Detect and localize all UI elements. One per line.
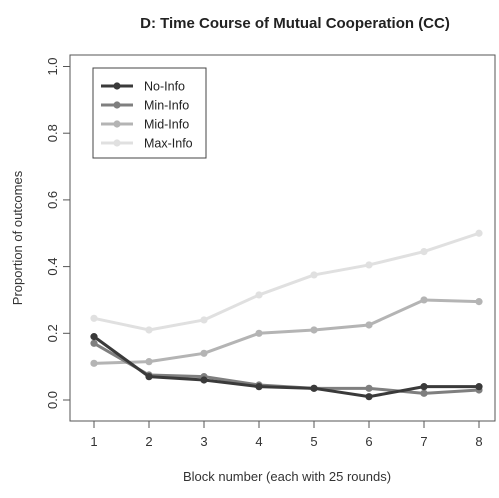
series-line-max-info — [93, 231, 480, 332]
x-tick-label: 3 — [200, 434, 207, 449]
x-tick-label: 1 — [90, 434, 97, 449]
data-point-mid-info — [310, 326, 318, 334]
series-layer — [90, 229, 483, 401]
data-point-min-info — [420, 389, 428, 397]
y-axis: 0.0 0.2 0.4 0.6 0.8 1.0 — [45, 57, 71, 409]
legend-label-max-info: Max-Info — [144, 137, 193, 151]
x-axis-label: Block number (each with 25 rounds) — [183, 469, 391, 484]
series-line-no-info — [93, 335, 479, 399]
legend-label-min-info: Min-Info — [144, 99, 189, 113]
data-point-mid-info — [255, 329, 263, 337]
data-point-max-info — [365, 261, 373, 269]
data-point-max-info — [420, 247, 428, 256]
x-tick-label: 5 — [310, 434, 317, 449]
x-tick-label: 2 — [145, 434, 152, 449]
series-line-mid-info — [93, 298, 480, 365]
legend-marker-min-info — [113, 101, 121, 109]
data-point-max-info — [475, 229, 483, 237]
x-tick-label: 7 — [420, 434, 427, 449]
data-point-mid-info — [145, 358, 153, 366]
series-max-info — [90, 229, 483, 334]
y-tick-label: 0.2 — [45, 324, 60, 342]
legend-label-no-info: No-Info — [144, 80, 185, 94]
y-axis-label: Proportion of outcomes — [10, 170, 25, 305]
data-point-no-info — [475, 383, 483, 391]
legend-item-min-info: Min-Info — [101, 99, 189, 113]
legend-marker-no-info — [113, 82, 121, 90]
series-no-info — [90, 333, 483, 401]
legend-marker-mid-info — [113, 120, 121, 128]
y-tick-label: 0.8 — [45, 124, 60, 142]
data-point-min-info — [90, 339, 98, 347]
data-point-no-info — [255, 383, 263, 391]
legend-item-no-info: No-Info — [101, 80, 185, 94]
data-point-mid-info — [475, 298, 483, 306]
data-point-max-info — [200, 316, 208, 324]
y-tick-label: 0.4 — [45, 258, 60, 276]
data-point-max-info — [310, 271, 318, 279]
data-point-max-info — [255, 291, 263, 299]
data-point-min-info — [365, 384, 373, 392]
legend: No-Info Min-Info Mid-Info Max-Info — [92, 67, 207, 159]
data-point-no-info — [310, 384, 318, 392]
data-point-mid-info — [420, 296, 428, 304]
data-point-no-info — [365, 393, 373, 401]
series-mid-info — [90, 296, 483, 367]
data-point-mid-info — [365, 321, 373, 329]
y-tick-label: 0.6 — [45, 191, 60, 209]
data-point-no-info — [90, 333, 98, 341]
x-axis: 1 2 3 4 5 6 7 8 — [90, 420, 483, 449]
data-point-max-info — [90, 314, 98, 322]
x-tick-label: 6 — [365, 434, 372, 449]
y-tick-label: 1.0 — [45, 57, 60, 75]
data-point-no-info — [420, 383, 428, 391]
y-tick-label: 0.0 — [45, 391, 60, 409]
x-tick-label: 8 — [475, 434, 482, 449]
data-point-no-info — [200, 376, 208, 384]
data-point-mid-info — [200, 349, 208, 357]
data-point-max-info — [145, 326, 153, 334]
data-point-mid-info — [90, 359, 98, 367]
legend-item-mid-info: Mid-Info — [101, 118, 189, 132]
data-point-no-info — [145, 373, 153, 381]
chart-title: D: Time Course of Mutual Cooperation (CC… — [140, 15, 450, 32]
legend-item-max-info: Max-Info — [101, 137, 193, 151]
legend-marker-max-info — [113, 139, 121, 147]
x-tick-label: 4 — [255, 434, 262, 449]
legend-label-mid-info: Mid-Info — [144, 118, 189, 132]
